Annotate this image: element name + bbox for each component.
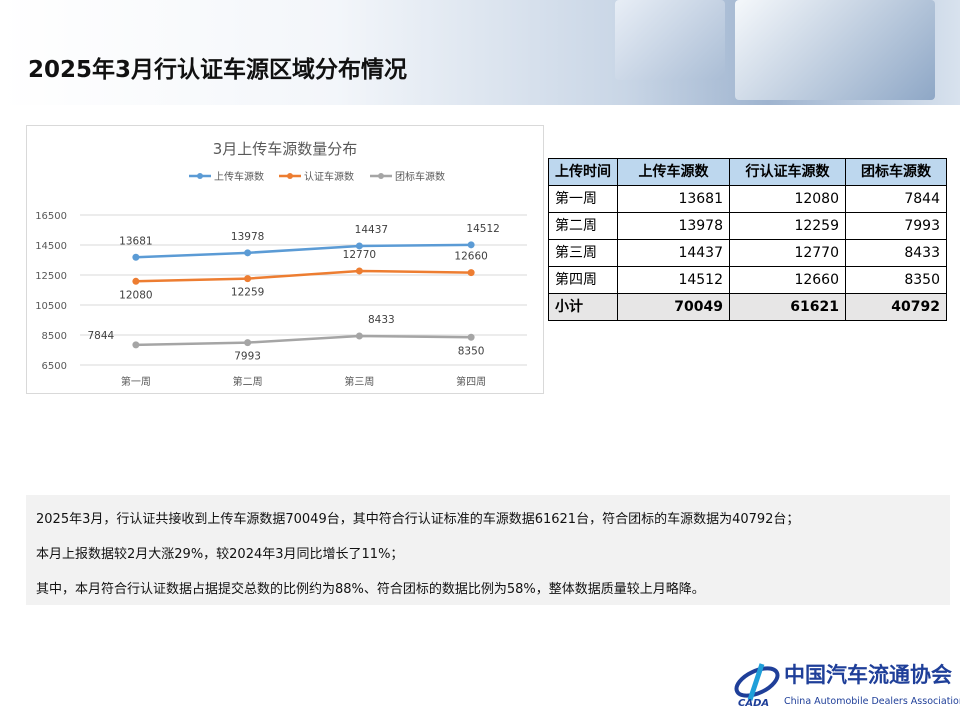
line-chart: 3月上传车源数量分布 16500 14500 12500 10500 8500 6500 第一… bbox=[26, 125, 544, 394]
legend-marker bbox=[197, 173, 203, 179]
data-label: 7993 bbox=[234, 351, 261, 363]
data-label: 12259 bbox=[231, 287, 264, 299]
data-label: 8350 bbox=[458, 345, 485, 357]
table-row: 第二周 13978 12259 7993 bbox=[548, 212, 947, 240]
total-label: 小计 bbox=[548, 293, 618, 321]
table-cell: 12080 bbox=[729, 185, 846, 213]
banner-cube bbox=[735, 0, 935, 100]
data-label: 14437 bbox=[355, 224, 388, 236]
series-line-2 bbox=[135, 334, 472, 347]
legend-marker bbox=[287, 173, 293, 179]
cada-logo-icon: CADA bbox=[734, 663, 780, 709]
chart-svg: 3月上传车源数量分布 16500 14500 12500 10500 8500 6500 第一… bbox=[35, 140, 527, 388]
week-label: 第二周 bbox=[548, 212, 618, 240]
legend-marker bbox=[378, 173, 384, 179]
y-tick-label: 6500 bbox=[42, 361, 67, 372]
logo-cn-text: 中国汽车流通协会 bbox=[784, 662, 952, 687]
header-banner bbox=[0, 0, 960, 105]
table-row: 第三周 14437 12770 8433 bbox=[548, 239, 947, 267]
data-point bbox=[467, 269, 475, 277]
table-cell: 14437 bbox=[617, 239, 730, 267]
y-tick-label: 14500 bbox=[35, 241, 67, 252]
x-tick-label: 第三周 bbox=[344, 375, 374, 388]
legend-label: 认证车源数 bbox=[304, 170, 354, 183]
table-cell: 8433 bbox=[845, 239, 947, 267]
data-label: 8433 bbox=[368, 314, 395, 326]
table-cell: 7844 bbox=[845, 185, 947, 213]
page-title: 2025年3月行认证车源区域分布情况 bbox=[28, 57, 408, 83]
table-cell: 13681 bbox=[617, 185, 730, 213]
data-label: 13681 bbox=[119, 235, 152, 247]
total-cell: 61621 bbox=[729, 293, 846, 321]
table-cell: 8350 bbox=[845, 266, 947, 294]
table-total-row: 小计 70049 61621 40792 bbox=[548, 293, 947, 321]
table-row: 第四周 14512 12660 8350 bbox=[548, 266, 947, 294]
table-cell: 12770 bbox=[729, 239, 846, 267]
data-point bbox=[467, 241, 475, 249]
data-table: 上传时间 上传车源数 行认证车源数 团标车源数 第一周 13681 12080 784… bbox=[548, 158, 947, 321]
summary-line: 其中，本月符合行认证数据占据提交总数的比例约为88%、符合团标的数据比例为58%… bbox=[36, 582, 705, 597]
table-row: 第一周 13681 12080 7844 bbox=[548, 185, 947, 213]
y-tick-label: 16500 bbox=[35, 211, 67, 222]
data-point bbox=[132, 341, 140, 349]
total-cell: 40792 bbox=[845, 293, 947, 321]
data-point bbox=[132, 253, 140, 261]
banner-cube bbox=[615, 0, 725, 80]
x-tick-label: 第一周 bbox=[121, 375, 151, 388]
table-cell: 14512 bbox=[617, 266, 730, 294]
header-cell: 行认证车源数 bbox=[729, 158, 846, 186]
data-point bbox=[467, 333, 475, 341]
table-cell: 12259 bbox=[729, 212, 846, 240]
total-cell: 70049 bbox=[617, 293, 730, 321]
y-tick-label: 12500 bbox=[35, 271, 67, 282]
series-line-1 bbox=[135, 269, 472, 283]
data-label: 7844 bbox=[88, 330, 115, 342]
legend-label: 上传车源数 bbox=[214, 170, 264, 183]
data-point bbox=[132, 277, 140, 285]
data-label: 14512 bbox=[466, 223, 499, 235]
data-point bbox=[355, 332, 363, 340]
chart-title: 3月上传车源数量分布 bbox=[213, 140, 358, 158]
y-tick-label: 8500 bbox=[42, 331, 67, 342]
logo-en-text: China Automobile Dealers Association bbox=[784, 696, 960, 707]
week-label: 第四周 bbox=[548, 266, 618, 294]
y-tick-label: 10500 bbox=[35, 301, 67, 312]
data-point bbox=[244, 275, 252, 283]
table-cell: 12660 bbox=[729, 266, 846, 294]
summary-line: 2025年3月，行认证共接收到上传车源数据70049台，其中符合行认证标准的车源… bbox=[36, 512, 800, 527]
data-point bbox=[355, 267, 363, 275]
table-cell: 7993 bbox=[845, 212, 947, 240]
legend-label: 团标车源数 bbox=[395, 170, 445, 183]
week-label: 第三周 bbox=[548, 239, 618, 267]
svg-text:CADA: CADA bbox=[738, 698, 769, 708]
cada-logo: CADA 中国汽车流通协会 China Automobile Dealers A… bbox=[732, 660, 960, 714]
data-label: 12660 bbox=[454, 251, 487, 263]
header-cell: 上传车源数 bbox=[617, 158, 730, 186]
x-tick-label: 第四周 bbox=[456, 375, 486, 388]
data-point bbox=[244, 339, 252, 347]
summary-box: 2025年3月，行认证共接收到上传车源数据70049台，其中符合行认证标准的车源… bbox=[26, 495, 950, 605]
table-cell: 13978 bbox=[617, 212, 730, 240]
series-line-0 bbox=[135, 243, 472, 259]
data-point bbox=[244, 249, 252, 257]
x-tick-label: 第二周 bbox=[233, 375, 263, 388]
header-cell: 上传时间 bbox=[548, 158, 618, 186]
data-label: 13978 bbox=[231, 231, 264, 243]
week-label: 第一周 bbox=[548, 185, 618, 213]
data-point bbox=[355, 242, 363, 250]
header-cell: 团标车源数 bbox=[845, 158, 947, 186]
data-label: 12770 bbox=[343, 249, 376, 261]
summary-line: 本月上报数据较2月大涨29%，较2024年3月同比增长了11%； bbox=[36, 547, 404, 562]
data-label: 12080 bbox=[119, 289, 152, 301]
table-header-row: 上传时间 上传车源数 行认证车源数 团标车源数 bbox=[548, 158, 947, 186]
